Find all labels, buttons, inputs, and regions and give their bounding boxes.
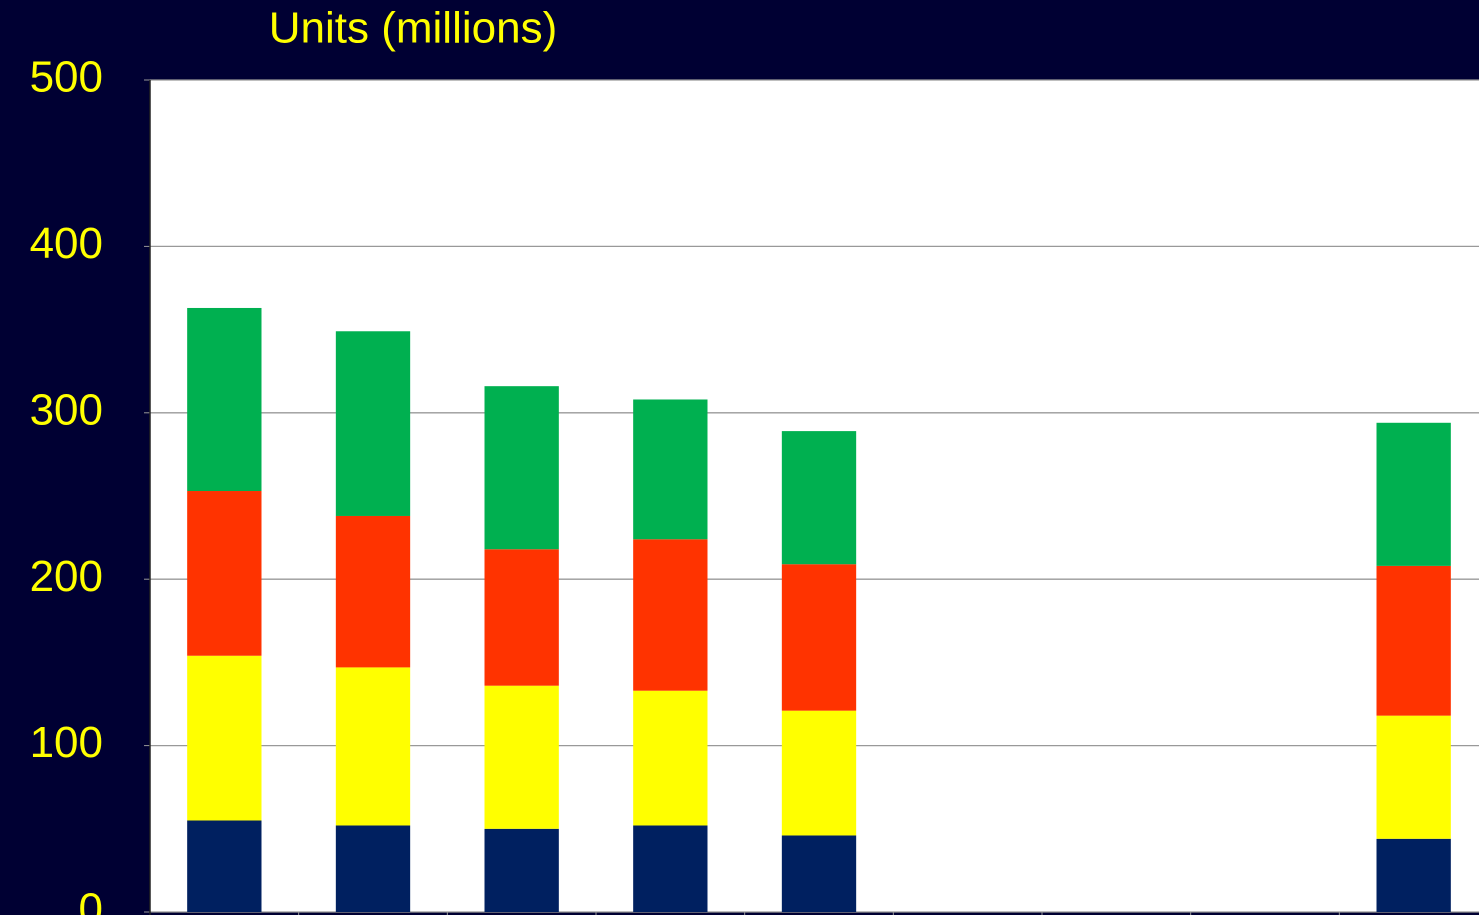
bar-segment — [1376, 838, 1451, 912]
bar-segment — [1376, 422, 1451, 566]
bar-segment — [484, 685, 559, 829]
bar-segment — [187, 820, 262, 912]
bar-segment — [633, 539, 708, 691]
bar-segment — [187, 491, 262, 656]
y-tick-label: 0 — [79, 885, 103, 915]
bar-segment — [633, 690, 708, 826]
bar-segment — [781, 564, 857, 711]
bar-segment — [781, 835, 857, 912]
y-tick-label: 300 — [30, 385, 103, 434]
bar-segment — [1376, 715, 1451, 839]
bar-segment — [335, 825, 411, 912]
chart-title: Units (millions) — [269, 4, 557, 53]
bar-segment — [484, 386, 559, 550]
bar-segment — [1376, 565, 1451, 716]
y-tick-label: 200 — [30, 552, 103, 601]
bar-segment — [187, 307, 262, 492]
bar-segment — [484, 828, 559, 912]
y-tick-label: 100 — [30, 718, 103, 767]
bar-segment — [187, 655, 262, 821]
y-tick-label: 400 — [30, 219, 103, 268]
y-tick-label: 500 — [30, 53, 103, 102]
bar-segment — [335, 515, 411, 668]
bar-segment — [335, 667, 411, 826]
bar-segment — [633, 825, 708, 912]
bar-segment — [484, 549, 559, 686]
bar-segment — [781, 710, 857, 836]
bars — [187, 307, 1451, 912]
bar-segment — [781, 431, 857, 565]
bar-segment — [335, 331, 411, 516]
bar-segment — [633, 399, 708, 540]
